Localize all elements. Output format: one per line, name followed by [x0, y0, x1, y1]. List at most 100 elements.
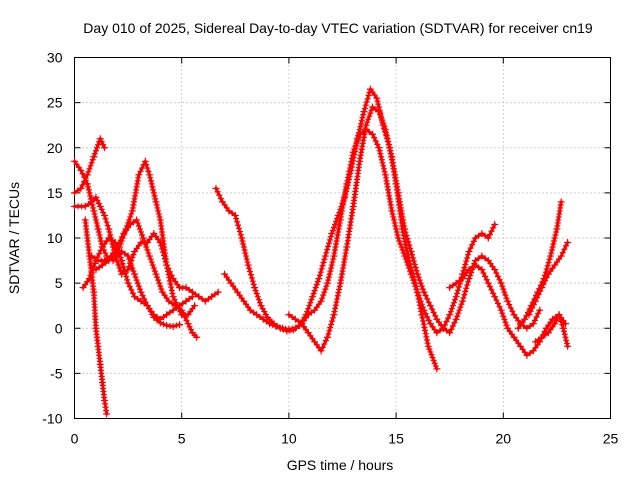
data-point: [90, 153, 98, 161]
data-point: [523, 324, 531, 332]
data-marker: [160, 313, 167, 320]
data-marker: [486, 283, 493, 290]
data-marker: [122, 270, 129, 277]
data-marker: [127, 213, 134, 220]
data-marker: [326, 327, 333, 334]
data-marker: [418, 301, 425, 308]
data-marker: [191, 332, 198, 339]
data-marker: [74, 187, 81, 194]
data-marker: [430, 309, 437, 316]
data-marker: [347, 165, 354, 172]
data-point: [491, 293, 499, 301]
data-marker: [513, 314, 520, 321]
data-point: [105, 234, 113, 242]
data-marker: [559, 249, 566, 256]
data-marker: [496, 303, 503, 310]
data-point: [321, 252, 329, 260]
data-marker: [156, 213, 163, 220]
data-marker: [561, 328, 568, 335]
data-marker: [163, 295, 170, 302]
data-marker: [308, 309, 315, 316]
y-tick-label: 10: [47, 230, 63, 246]
series-sat-d: [88, 216, 201, 341]
data-marker: [172, 278, 179, 285]
data-marker: [465, 278, 472, 285]
data-marker: [535, 310, 542, 317]
data-marker: [482, 255, 489, 262]
data-marker: [133, 245, 140, 252]
data-marker: [530, 301, 537, 308]
data-marker: [423, 333, 430, 340]
data-marker: [145, 250, 152, 257]
data-point: [163, 261, 171, 269]
data-marker: [152, 233, 159, 240]
data-marker: [424, 340, 431, 347]
data-point: [407, 270, 415, 278]
data-marker: [319, 295, 326, 302]
data-point: [484, 234, 492, 242]
data-marker: [448, 326, 455, 333]
data-marker: [429, 306, 436, 313]
data-marker: [334, 292, 341, 299]
data-marker: [537, 288, 544, 295]
data-marker: [167, 281, 174, 288]
data-marker: [317, 269, 324, 276]
data-point: [304, 329, 312, 337]
y-tick-label: 5: [55, 275, 63, 291]
series-sat-i: [221, 126, 499, 337]
data-point: [323, 279, 331, 287]
data-marker: [95, 141, 102, 148]
series-sat-n: [531, 311, 572, 350]
data-marker: [318, 265, 325, 272]
data-marker: [143, 161, 150, 168]
data-marker: [345, 171, 352, 178]
data-marker: [379, 159, 386, 166]
data-marker: [461, 264, 468, 271]
data-marker: [330, 256, 337, 263]
y-tick-label: 0: [55, 320, 63, 336]
data-marker: [351, 146, 358, 153]
data-marker: [168, 272, 175, 279]
data-marker: [151, 268, 158, 275]
data-marker: [553, 317, 560, 324]
data-marker: [327, 268, 334, 275]
series-sat-l: [514, 198, 565, 332]
data-marker: [343, 247, 350, 254]
data-marker: [82, 281, 89, 288]
data-marker: [416, 295, 423, 302]
data-marker: [424, 313, 431, 320]
data-marker: [94, 144, 101, 151]
data-marker: [356, 161, 363, 168]
data-point: [139, 234, 147, 242]
data-marker: [223, 204, 230, 211]
data-marker: [82, 175, 89, 182]
data-point: [529, 320, 537, 328]
data-marker: [173, 322, 180, 329]
data-point: [120, 229, 128, 237]
data-marker: [403, 259, 410, 266]
data-marker: [413, 267, 420, 274]
data-point: [83, 180, 91, 188]
data-marker: [463, 269, 470, 276]
data-point: [375, 108, 383, 116]
data-point: [251, 284, 259, 292]
data-marker: [352, 143, 359, 150]
data-marker: [103, 407, 110, 414]
data-marker: [383, 132, 390, 139]
data-marker: [488, 286, 495, 293]
data-marker: [322, 286, 329, 293]
data-marker: [422, 327, 429, 334]
data-marker: [513, 337, 520, 344]
data-marker: [89, 156, 96, 163]
data-marker: [115, 262, 122, 269]
data-marker: [97, 235, 104, 241]
data-marker: [101, 241, 108, 248]
y-tick-label: -5: [50, 365, 63, 381]
data-marker: [232, 286, 239, 293]
data-marker: [244, 259, 251, 266]
data-point: [373, 94, 381, 102]
data-point: [131, 270, 139, 278]
data-point: [555, 311, 563, 319]
data-marker: [205, 295, 212, 302]
data-marker: [454, 290, 461, 297]
